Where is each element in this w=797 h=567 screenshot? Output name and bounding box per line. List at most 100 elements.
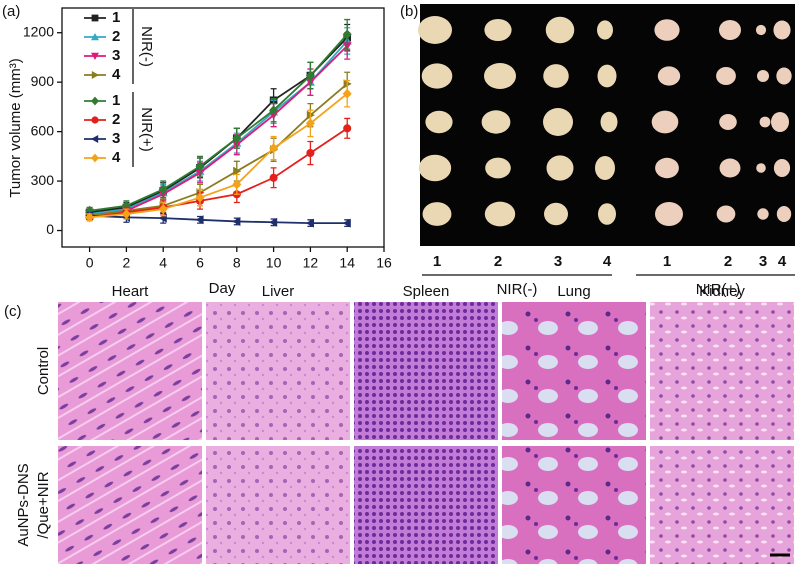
tumor xyxy=(755,24,767,36)
marker xyxy=(91,71,99,79)
marker xyxy=(269,143,279,154)
marker xyxy=(305,118,315,129)
histology-image xyxy=(58,446,202,564)
tumor xyxy=(716,205,736,223)
y-tick-label: 900 xyxy=(31,73,55,89)
marker xyxy=(269,105,279,116)
x-tick-label: 2 xyxy=(123,255,131,271)
marker xyxy=(91,135,99,143)
marker xyxy=(195,192,205,203)
tumor xyxy=(757,70,769,82)
group-label: NIR(+) xyxy=(696,281,741,298)
series-line xyxy=(89,45,348,217)
legend-label: 4 xyxy=(112,66,121,83)
histology-image xyxy=(502,302,646,440)
tumor xyxy=(597,64,617,88)
column-label: Liver xyxy=(262,283,295,300)
column-label: 2 xyxy=(724,253,732,270)
histology-image xyxy=(206,302,350,440)
tumor xyxy=(773,159,791,177)
legend-label: 1 xyxy=(112,9,120,26)
marker xyxy=(343,124,352,133)
series-line xyxy=(89,214,348,224)
marker xyxy=(342,88,352,99)
tumor xyxy=(545,16,575,44)
tumor xyxy=(544,202,568,226)
marker xyxy=(232,179,242,190)
histology-image xyxy=(354,302,498,440)
tumor xyxy=(418,154,452,182)
x-tick-label: 14 xyxy=(339,255,355,271)
marker xyxy=(91,153,99,163)
tumor xyxy=(651,110,679,134)
plot-frame xyxy=(61,7,385,248)
legend-label: 2 xyxy=(112,28,120,45)
histology: (c) Heart Liver Spleen Lung Kidney Control AuN… xyxy=(4,283,794,564)
marker xyxy=(121,209,131,219)
marker xyxy=(232,133,242,144)
x-tick-label: 8 xyxy=(233,255,241,271)
tumor xyxy=(776,67,792,85)
marker xyxy=(305,70,315,81)
column-label: Heart xyxy=(112,283,150,300)
tumor xyxy=(485,157,511,179)
tumor xyxy=(597,20,613,40)
tumor xyxy=(543,64,569,88)
row-label: /Que+NIR xyxy=(35,471,52,538)
tumor xyxy=(655,202,683,226)
marker xyxy=(85,212,95,223)
marker xyxy=(306,148,315,158)
tumor xyxy=(773,20,791,40)
panel-label: (c) xyxy=(4,303,22,320)
series-line xyxy=(89,33,348,212)
x-tick-label: 6 xyxy=(196,255,204,271)
tumor xyxy=(719,114,737,130)
row-label: AuNPs-DNS xyxy=(15,463,32,546)
column-label: 3 xyxy=(554,253,562,270)
tumor xyxy=(759,116,771,128)
column-label: 4 xyxy=(603,253,612,270)
series-line xyxy=(89,127,348,219)
y-axis-title: Tumor volume (mm³) xyxy=(7,58,24,197)
marker xyxy=(121,200,131,211)
tumor xyxy=(484,201,516,227)
tumor xyxy=(600,111,618,133)
series-line xyxy=(89,93,348,219)
y-tick-label: 0 xyxy=(46,221,54,237)
marker xyxy=(269,173,278,182)
legend-group-label: NIR(+) xyxy=(138,107,155,152)
tumor xyxy=(595,156,615,180)
y-tick-label: 300 xyxy=(31,172,55,188)
legend-label: 1 xyxy=(112,92,120,109)
marker xyxy=(195,215,204,225)
legend-label: 2 xyxy=(112,111,120,128)
tumor xyxy=(655,157,679,179)
marker xyxy=(195,161,205,172)
legend-label: 3 xyxy=(112,130,120,147)
tumor xyxy=(484,63,516,89)
column-label: Kidney xyxy=(699,283,745,300)
tumor xyxy=(546,155,574,181)
tumor xyxy=(598,203,616,225)
x-tick-label: 0 xyxy=(86,255,94,271)
tumor xyxy=(481,110,511,134)
tumor xyxy=(657,66,681,86)
tumor xyxy=(543,108,573,136)
tumor xyxy=(425,110,453,134)
y-tick-label: 1200 xyxy=(23,23,54,39)
marker xyxy=(342,218,351,228)
marker xyxy=(91,96,99,106)
tumor xyxy=(418,16,452,44)
x-tick-label: 16 xyxy=(376,255,392,271)
tumor xyxy=(776,206,792,222)
tumor xyxy=(771,112,789,132)
histology-image xyxy=(502,446,646,564)
histology-image xyxy=(58,302,202,440)
tumor xyxy=(421,63,453,89)
line-chart: (a) Day Tumor volume (mm³) 0 2 4 6 8 10 12 14 16… xyxy=(2,3,392,297)
histology-image xyxy=(354,446,498,564)
column-label: 1 xyxy=(433,253,441,270)
histology-image xyxy=(650,302,794,440)
x-tick-label: 10 xyxy=(266,255,282,271)
